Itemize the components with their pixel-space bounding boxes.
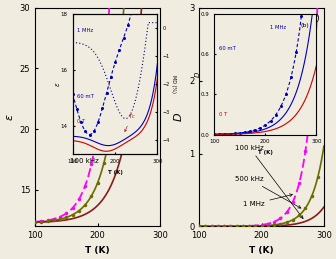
X-axis label: T (K): T (K): [249, 246, 274, 255]
Text: 100 kHz: 100 kHz: [235, 145, 303, 219]
Y-axis label: ε: ε: [4, 114, 14, 120]
Text: 500 kHz: 500 kHz: [235, 176, 301, 208]
Text: 1 MHz: 1 MHz: [243, 194, 292, 207]
Text: (a): (a): [144, 14, 156, 23]
Text: 1 MHz: 1 MHz: [0, 258, 1, 259]
Y-axis label: MD (%): MD (%): [171, 75, 176, 93]
Text: 100 kHz: 100 kHz: [70, 41, 137, 164]
Text: 500 kHz: 500 kHz: [0, 258, 1, 259]
Y-axis label: D: D: [173, 113, 183, 121]
X-axis label: T (K): T (K): [85, 246, 110, 255]
Text: (b): (b): [307, 14, 320, 23]
